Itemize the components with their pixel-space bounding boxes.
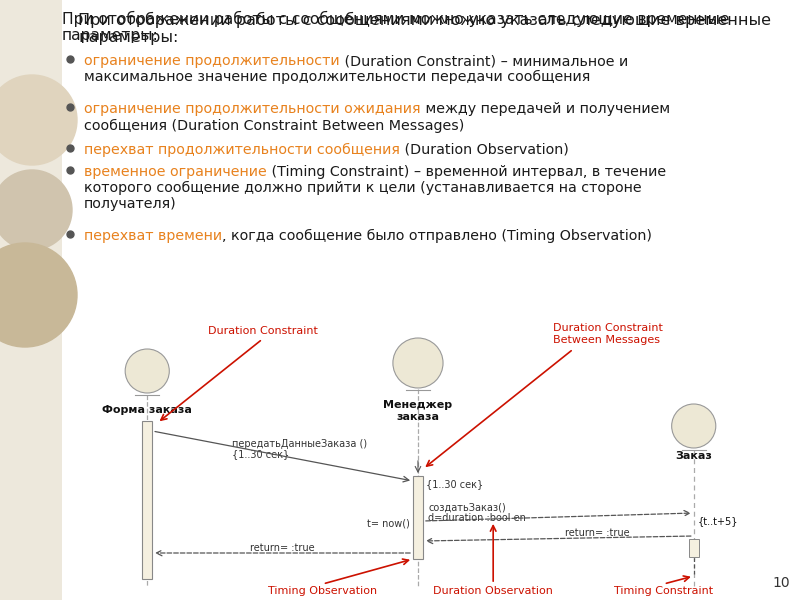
Text: Duration Constraint: Duration Constraint: [208, 326, 318, 336]
Bar: [142, 421, 152, 579]
Text: 10: 10: [772, 576, 790, 590]
Circle shape: [125, 349, 170, 393]
Text: return= :true: return= :true: [250, 543, 315, 553]
Text: (Timing Constraint) – временной интервал, в течение: (Timing Constraint) – временной интервал…: [267, 164, 666, 179]
Text: Timing Constraint: Timing Constraint: [614, 586, 714, 596]
Bar: [689, 539, 698, 557]
Text: Timing Observation: Timing Observation: [268, 586, 378, 596]
Text: между передачей и получением: между передачей и получением: [421, 103, 670, 116]
Circle shape: [0, 243, 77, 347]
Text: При отображении работы с сообщениями можно указать следующие временные: При отображении работы с сообщениями мож…: [62, 11, 730, 27]
Text: параметры:: параметры:: [62, 28, 158, 43]
Text: {1..30 сек}: {1..30 сек}: [426, 479, 483, 489]
Text: перехват продолжительности сообщения: перехват продолжительности сообщения: [84, 142, 400, 157]
Circle shape: [672, 404, 716, 448]
Text: {1..30 сек}: {1..30 сек}: [233, 449, 290, 459]
Text: создатьЗаказ(): создатьЗаказ(): [428, 503, 506, 513]
Text: Between Messages: Between Messages: [554, 335, 660, 345]
Text: (Duration Constraint) – минимальное и: (Duration Constraint) – минимальное и: [340, 54, 628, 68]
Text: Duration Constraint: Duration Constraint: [554, 323, 663, 333]
Text: Duration Observation: Duration Observation: [434, 586, 553, 596]
Text: Форма заказа: Форма заказа: [102, 405, 192, 415]
Text: перехват времени: перехват времени: [84, 229, 222, 243]
Text: (Duration Observation): (Duration Observation): [400, 142, 569, 157]
Circle shape: [0, 75, 77, 165]
Text: ограничение продолжительности: ограничение продолжительности: [84, 54, 340, 68]
Text: передатьДанныеЗаказа (): передатьДанныеЗаказа (): [233, 439, 367, 449]
Text: получателя): получателя): [84, 197, 177, 211]
Text: максимальное значение продолжительности передачи сообщения: максимальное значение продолжительности …: [84, 70, 590, 85]
Circle shape: [0, 170, 72, 250]
Text: Менеджер
заказа: Менеджер заказа: [383, 400, 453, 422]
Text: , когда сообщение было отправлено (Timing Observation): , когда сообщение было отправлено (Timin…: [222, 229, 652, 243]
Text: d=duration :bool en: d=duration :bool en: [428, 513, 526, 523]
Circle shape: [393, 338, 443, 388]
Text: ограничение продолжительности ожидания: ограничение продолжительности ожидания: [84, 103, 421, 116]
Text: t= now(): t= now(): [367, 518, 410, 528]
Text: return= :true: return= :true: [566, 528, 630, 538]
Text: которого сообщение должно прийти к цели (устанавливается на стороне: которого сообщение должно прийти к цели …: [84, 181, 642, 195]
Text: временное ограничение: временное ограничение: [84, 164, 267, 179]
Text: параметры:: параметры:: [78, 30, 178, 45]
Text: {t..t+5}: {t..t+5}: [698, 516, 738, 526]
Text: При отображении работы с сообщениями можно указать следующие временные: При отображении работы с сообщениями мож…: [78, 12, 771, 28]
Text: Заказ: Заказ: [675, 451, 712, 461]
Bar: [413, 476, 423, 559]
Text: сообщения (Duration Constraint Between Messages): сообщения (Duration Constraint Between M…: [84, 118, 465, 133]
